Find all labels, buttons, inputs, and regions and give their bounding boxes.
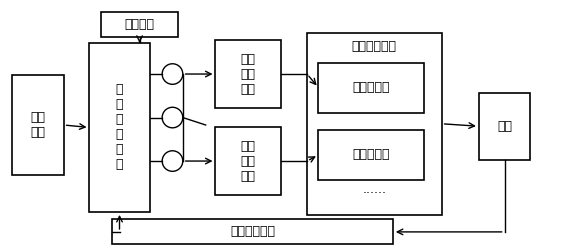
Bar [215,128,281,194]
Text: 电制动力矩: 电制动力矩 [352,148,390,161]
Bar [319,130,424,180]
Text: 制动
回收
阶段: 制动 回收 阶段 [241,52,256,96]
Text: 车速: 车速 [497,120,512,133]
Ellipse shape [162,64,183,84]
Text: 液压制动力: 液压制动力 [352,81,390,94]
Text: 滑行
回收
阶段: 滑行 回收 阶段 [241,140,256,182]
Ellipse shape [162,107,183,128]
Bar [307,33,441,214]
Bar [319,63,424,112]
Ellipse shape [162,151,183,171]
Text: ......: ...... [362,183,386,196]
Text: 制动
信号: 制动 信号 [30,111,45,139]
Bar [215,40,281,108]
Bar [101,12,178,37]
Bar [479,93,530,160]
Text: 整车边界约束: 整车边界约束 [230,226,275,238]
Text: 制动力矩分配: 制动力矩分配 [352,40,397,53]
Text: 挡位选择: 挡位选择 [125,18,154,31]
Bar [12,75,64,175]
Bar [90,43,150,212]
Bar [113,220,393,244]
Text: 回
收
模
式
识
别: 回 收 模 式 识 别 [116,84,123,172]
